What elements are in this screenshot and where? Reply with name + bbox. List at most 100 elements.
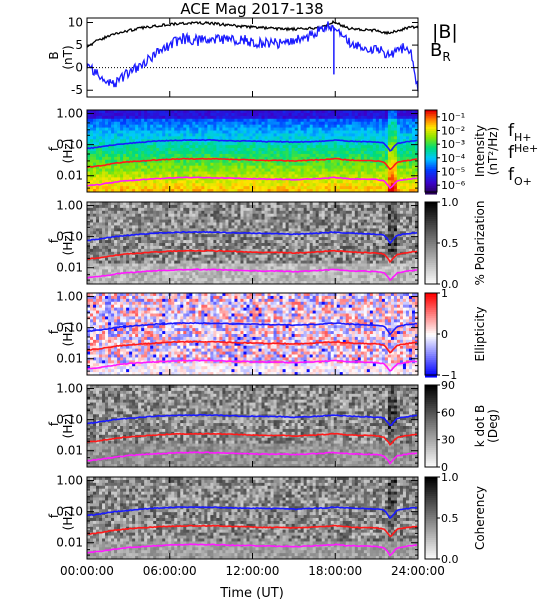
spectrogram-cell [198,207,202,212]
spectrogram-cell [147,222,151,226]
spectrogram-cell [252,145,256,149]
spectrogram-cell [180,145,184,149]
spectrogram-cell [195,266,199,270]
spectrogram-cell [111,174,115,178]
spectrogram-cell [234,110,238,114]
spectrogram-cell [99,136,103,140]
spectrogram-cell [165,222,169,226]
spectrogram-cell [225,243,229,247]
spectrogram-cell [207,245,211,250]
spectrogram-cell [141,148,145,152]
spectrogram-cell [219,219,223,223]
spectrogram-cell [210,165,214,169]
spectrogram-cell [297,183,302,187]
spectrogram-cell [390,110,395,114]
spectrogram-cell [204,251,208,256]
spectrogram-cell [312,121,317,126]
spectrogram-cell [372,183,377,187]
spectrogram-cell [96,234,100,238]
spectrogram-cell [174,142,178,146]
spectrogram-cell [225,145,229,149]
spectrogram-cell [189,216,193,220]
spectrogram-cell [339,183,344,187]
spectrogram-cell [111,151,115,155]
spectrogram-cell [240,278,244,282]
spectrogram-cell [261,207,265,212]
spectrogram-cell [135,275,139,279]
spectrogram-cell [96,156,100,161]
spectrogram-cell [411,121,416,126]
spectrogram-cell [210,251,214,256]
spectrogram-cell [291,174,296,178]
spectrogram-cell [390,189,395,193]
spectrogram-cell [252,118,256,123]
spectrogram-cell [129,257,133,261]
spectrogram-cell [138,228,142,232]
spectrogram-cell [153,110,157,114]
spectrogram-cell [165,142,169,146]
spectrogram-cell [258,225,262,229]
spectrogram-cell [234,234,238,238]
spectrogram-cell [390,151,395,155]
spectrogram-cell [402,139,407,143]
spectrogram-cell [309,145,314,149]
spectrogram-cell [309,165,314,169]
spectrogram-cell [102,216,106,220]
spectrogram-cell [336,183,341,187]
spectrogram-cell [144,275,148,279]
spectrogram-cell [129,278,133,282]
spectrogram-cell [168,133,172,137]
spectrogram-cell [105,213,109,218]
spectrogram-cell [261,162,265,167]
spectrogram-cell [222,180,226,184]
spectrogram-cell [240,213,244,218]
spectrogram-cell [342,121,347,126]
spectrogram-cell [93,272,97,276]
spectrogram-cell [165,243,169,247]
spectrogram-cell [177,204,181,209]
spectrogram-cell [132,110,136,114]
spectrogram-cell [369,115,374,120]
spectrogram-cell [210,202,214,206]
spectrogram-cell [93,171,97,175]
spectrogram-cell [96,202,100,206]
spectrogram-cell [264,237,268,241]
spectrogram-cell [168,234,172,238]
spectrogram-cell [174,269,178,273]
spectrogram-cell [147,260,151,264]
legend-sub: He+ [514,142,538,155]
spectrogram-cell [102,177,106,181]
spectrogram-cell [249,136,253,140]
spectrogram-cell [318,159,323,164]
spectrogram-cell [342,133,347,137]
spectrogram-cell [183,234,187,238]
spectrogram-cell [255,281,259,285]
spectrogram-cell [138,124,142,128]
spectrogram-cell [363,121,368,126]
spectrogram-cell [243,186,247,190]
spectrogram-cell [102,112,106,117]
spectrogram-cell [159,145,163,149]
spectrogram-cell [111,148,115,152]
spectrogram-cell [297,136,302,140]
spectrogram-cell [384,142,389,146]
spectrogram-cell [207,234,211,238]
spectrogram-cell [399,168,404,172]
spectrogram-cell [123,115,127,120]
spectrogram-cell [177,272,181,276]
spectrogram-cell [252,248,256,253]
spectrogram-cell [342,148,347,152]
spectrogram-cell [396,186,401,190]
spectrogram-cell [297,142,302,146]
spectrogram-cell [216,254,220,259]
colorbar-cell [425,112,437,115]
spectrogram-cell [141,234,145,238]
spectrogram-cell [129,127,133,131]
spectrogram-cell [273,272,277,276]
spectrogram-cell [231,180,235,184]
spectrogram-cell [147,151,151,155]
spectrogram-cell [183,204,187,209]
spectrogram-cell [186,189,190,193]
spectrogram-cell [204,216,208,220]
spectrogram-cell [135,110,139,114]
